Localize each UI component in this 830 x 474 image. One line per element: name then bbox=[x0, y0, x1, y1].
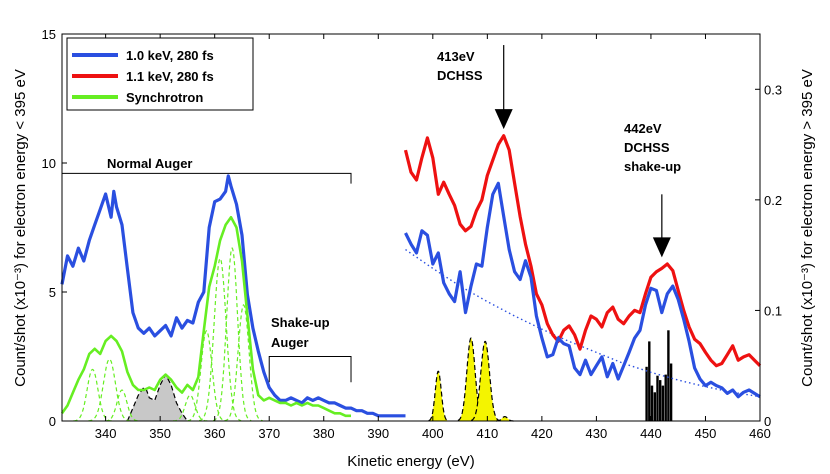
stick-bar-0 bbox=[645, 366, 648, 421]
synchrotron-component-1 bbox=[88, 358, 131, 422]
gray-component-outline bbox=[126, 373, 188, 422]
y-left-tick-label-5: 5 bbox=[49, 285, 56, 300]
yellow-peak-outline-0 bbox=[428, 370, 448, 422]
stick-bar-5 bbox=[659, 380, 662, 421]
synchrotron-component-5 bbox=[199, 258, 242, 422]
synchrotron-component-7 bbox=[224, 304, 263, 422]
x-tick-label-410: 410 bbox=[476, 426, 498, 441]
stick-bar-4 bbox=[656, 375, 659, 421]
stick-bar-3 bbox=[653, 392, 656, 421]
axes-frame bbox=[61, 33, 761, 422]
yellow-peak-outline-1 bbox=[457, 337, 485, 422]
x-tick-label-390: 390 bbox=[367, 426, 389, 441]
normal-auger-label: Normal Auger bbox=[107, 156, 192, 171]
shakeup-auger-label-line1: Shake-up bbox=[271, 315, 330, 330]
yellow-peak-fill-2 bbox=[471, 341, 499, 421]
x-tick-label-450: 450 bbox=[695, 426, 717, 441]
plot-area: 340 350 360 370 380 390 400 410 420 430 440 450 4600… bbox=[42, 27, 783, 441]
series-right-1 bbox=[404, 181, 761, 399]
legend: 1.0 keV, 280 fs 1.1 keV, 280 fs Synchrot… bbox=[66, 37, 254, 111]
synchrotron-component-4 bbox=[187, 329, 226, 422]
y-right-tick-label-0.1: 0.1 bbox=[764, 303, 782, 318]
legend-label-blue: 1.0 keV, 280 fs bbox=[126, 48, 214, 63]
y-right-tick-label-0.2: 0.2 bbox=[764, 193, 782, 208]
stick-bar-7 bbox=[664, 374, 667, 421]
stick-bar-9 bbox=[669, 363, 673, 421]
arrow-413-head bbox=[494, 109, 513, 130]
shakeup-auger-bracket bbox=[268, 356, 352, 383]
yellow-peak-fill-0 bbox=[428, 371, 448, 421]
x-tick-label-360: 360 bbox=[204, 426, 226, 441]
legend-label-green: Synchrotron bbox=[126, 90, 203, 105]
yellow-peak-outline-2 bbox=[471, 340, 500, 422]
x-tick-label-350: 350 bbox=[149, 426, 171, 441]
x-tick-label-340: 340 bbox=[95, 426, 117, 441]
dchss-413-label-line2: DCHSS bbox=[437, 68, 483, 83]
y-left-tick-label-10: 10 bbox=[42, 156, 56, 171]
y-axis-title-right: Count/shot (x10⁻³) for electron energy >… bbox=[799, 69, 816, 387]
x-axis-title: Kinetic energy (eV) bbox=[347, 453, 475, 470]
dchss-442-label-line3: shake-up bbox=[624, 159, 681, 174]
synchrotron-component-6 bbox=[212, 246, 252, 422]
x-tick-label-370: 370 bbox=[258, 426, 280, 441]
synchrotron-component-2 bbox=[104, 389, 140, 422]
background-dotted-curve bbox=[405, 249, 761, 398]
dchss-413-label-line1: 413eV bbox=[437, 49, 475, 64]
dchss-442-label-line1: 442eV bbox=[624, 121, 662, 136]
x-tick-label-440: 440 bbox=[640, 426, 662, 441]
series-right-0 bbox=[403, 134, 762, 368]
x-tick-label-460: 460 bbox=[749, 426, 771, 441]
stick-bar-1 bbox=[648, 341, 651, 421]
stick-bar-8 bbox=[667, 330, 670, 421]
x-tick-label-430: 430 bbox=[586, 426, 608, 441]
dchss-442-label-line2: DCHSS bbox=[624, 140, 670, 155]
y-right-tick-label-0: 0 bbox=[764, 414, 771, 429]
gray-component-fill bbox=[127, 374, 188, 421]
stick-bar-6 bbox=[661, 385, 665, 421]
x-tick-label-420: 420 bbox=[531, 426, 553, 441]
data-marks bbox=[60, 45, 762, 422]
y-left-tick-label-0: 0 bbox=[49, 414, 56, 429]
y-left-tick-label-15: 15 bbox=[42, 27, 56, 42]
arrow-442-head bbox=[652, 237, 671, 258]
x-tick-label-400: 400 bbox=[422, 426, 444, 441]
legend-label-red: 1.1 keV, 280 fs bbox=[126, 69, 214, 84]
axis-ticks: 340 350 360 370 380 390 400 410 420 430 440 450 4600… bbox=[42, 27, 783, 441]
x-tick-label-380: 380 bbox=[313, 426, 335, 441]
y-axis-title-left: Count/shot (x10⁻³) for electron energy <… bbox=[12, 69, 29, 387]
normal-auger-bracket bbox=[62, 172, 352, 184]
series-left-0 bbox=[60, 174, 406, 418]
stick-bar-2 bbox=[650, 385, 654, 421]
shakeup-auger-label-line2: Auger bbox=[271, 335, 309, 350]
y-right-tick-label-0.3: 0.3 bbox=[764, 82, 782, 97]
series-left-1 bbox=[60, 215, 351, 418]
